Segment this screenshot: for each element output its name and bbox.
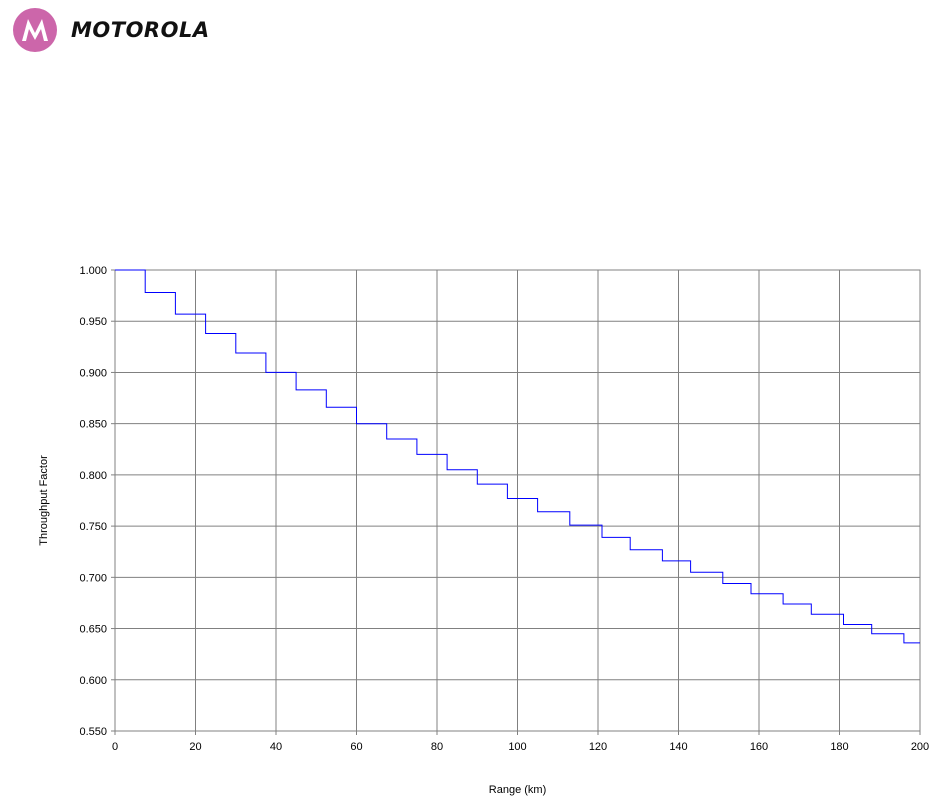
y-tick-label: 0.800	[79, 470, 107, 482]
y-tick-label: 0.750	[79, 521, 107, 533]
x-tick-label: 160	[750, 741, 768, 753]
x-axis-ticks: 0 20 40 60 80 100 120 140 160 180 200	[112, 731, 929, 753]
x-tick-label: 140	[669, 741, 687, 753]
x-tick-label: 20	[189, 741, 201, 753]
y-tick-label: 0.600	[79, 675, 107, 687]
x-tick-label: 120	[589, 741, 607, 753]
y-tick-label: 1.000	[79, 265, 107, 277]
y-axis-ticks: 1.000 0.950 0.900 0.850 0.800 0.750 0.700 0.650…	[79, 265, 115, 738]
x-tick-label: 40	[270, 741, 282, 753]
x-tick-label: 200	[911, 741, 929, 753]
motorola-batwing-icon	[13, 8, 57, 52]
y-tick-label: 0.550	[79, 726, 107, 738]
grid	[115, 269, 920, 732]
x-tick-label: 100	[508, 741, 526, 753]
y-axis-label: Throughput Factor	[38, 455, 50, 546]
y-tick-label: 0.950	[79, 316, 107, 328]
y-tick-label: 0.700	[79, 572, 107, 584]
brand-logo: MOTOROLA	[13, 8, 210, 52]
x-axis-label: Range (km)	[489, 784, 546, 796]
y-tick-label: 0.650	[79, 624, 107, 636]
x-tick-label: 0	[112, 741, 118, 753]
x-tick-label: 60	[350, 741, 362, 753]
x-tick-label: 180	[830, 741, 848, 753]
throughput-series-line	[115, 269, 920, 644]
y-tick-label: 0.850	[79, 419, 107, 431]
x-tick-label: 80	[431, 741, 443, 753]
brand-name: MOTOROLA	[71, 18, 210, 42]
y-tick-label: 0.900	[79, 367, 107, 379]
